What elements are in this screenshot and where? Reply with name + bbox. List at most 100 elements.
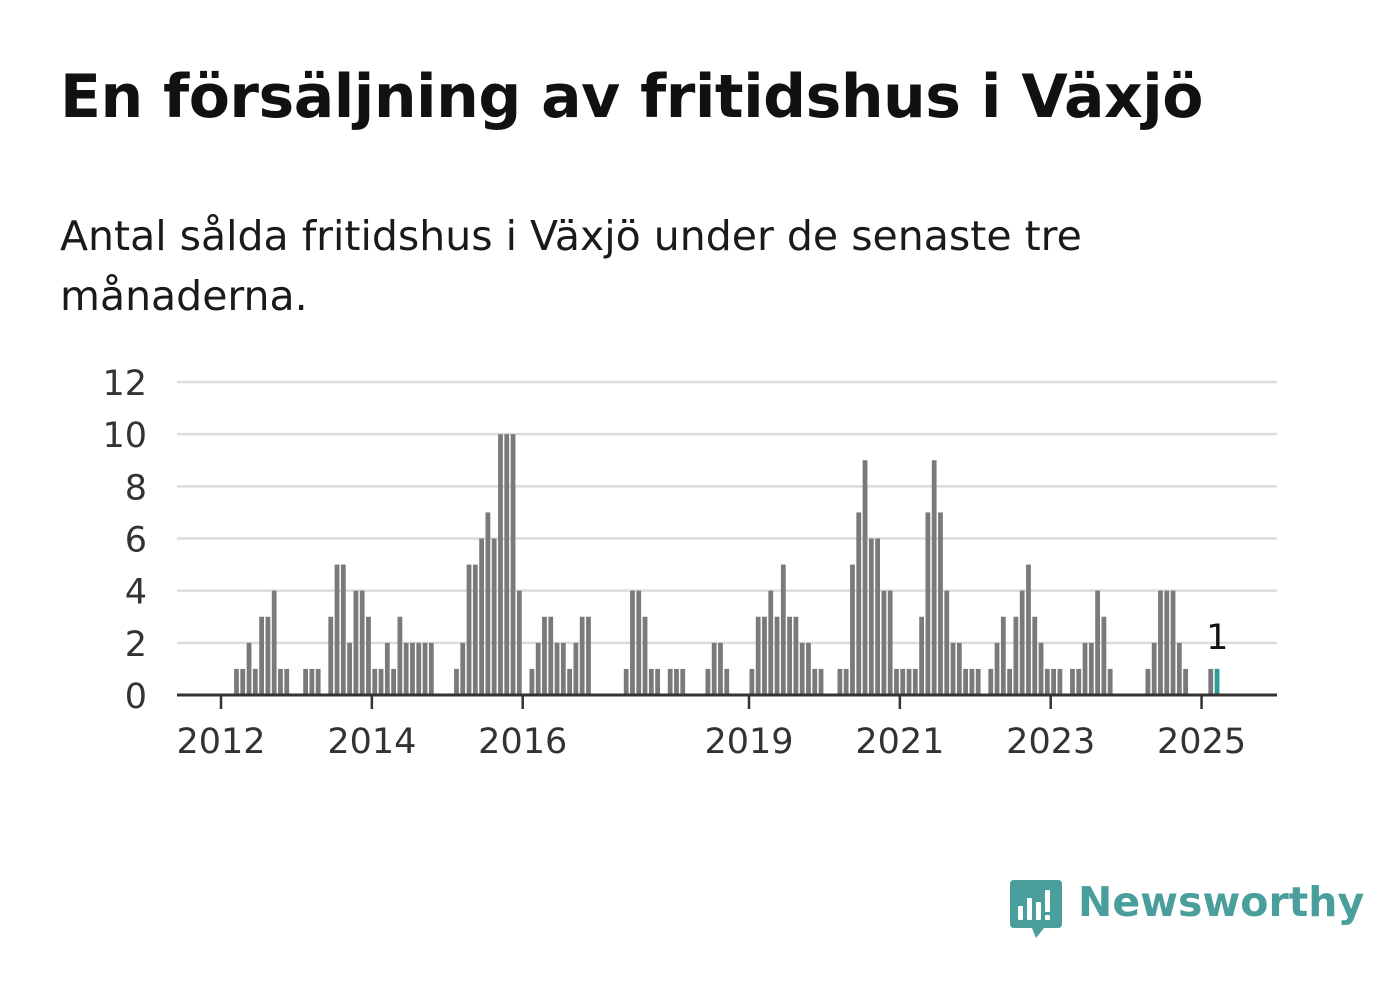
bar bbox=[265, 616, 271, 695]
bar bbox=[931, 460, 937, 695]
bar bbox=[630, 590, 635, 695]
bar bbox=[579, 616, 585, 695]
bar bbox=[1107, 668, 1113, 695]
bar bbox=[1013, 616, 1019, 695]
y-tick-label: 12 bbox=[102, 364, 147, 404]
bar bbox=[755, 616, 761, 695]
bar bbox=[1000, 616, 1006, 695]
bar bbox=[567, 668, 572, 695]
x-tick-label: 2019 bbox=[704, 722, 793, 762]
bar bbox=[466, 564, 472, 695]
y-tick-label: 10 bbox=[102, 416, 147, 456]
bar bbox=[1095, 590, 1100, 695]
bar bbox=[749, 668, 755, 695]
bar bbox=[1176, 642, 1182, 695]
bar bbox=[1051, 668, 1056, 695]
bar bbox=[416, 642, 422, 695]
bar bbox=[768, 590, 774, 695]
bar bbox=[969, 668, 975, 695]
bar bbox=[837, 668, 843, 695]
bar bbox=[850, 564, 855, 695]
bar bbox=[1026, 564, 1031, 695]
bar bbox=[793, 616, 799, 695]
bar bbox=[510, 434, 516, 695]
bar bbox=[774, 616, 780, 695]
bar bbox=[944, 590, 950, 695]
bar bbox=[975, 668, 981, 695]
bar bbox=[881, 590, 887, 695]
bar bbox=[366, 616, 371, 695]
bars bbox=[234, 434, 1220, 695]
bar bbox=[284, 668, 290, 695]
bar bbox=[919, 616, 924, 695]
bar bbox=[372, 668, 378, 695]
bar bbox=[900, 668, 906, 695]
annotations: 1 bbox=[1206, 618, 1228, 658]
bar bbox=[799, 642, 805, 695]
bar bbox=[1088, 642, 1094, 695]
newsworthy-logo-icon bbox=[1010, 880, 1062, 938]
bar bbox=[259, 616, 264, 695]
bar bbox=[309, 668, 315, 695]
bar bbox=[1170, 590, 1176, 695]
bar bbox=[1032, 616, 1038, 695]
bar bbox=[925, 512, 931, 695]
bar bbox=[1076, 668, 1082, 695]
bar bbox=[963, 668, 968, 695]
bar bbox=[328, 616, 334, 695]
bar bbox=[548, 616, 554, 695]
bar bbox=[674, 668, 679, 695]
bar bbox=[460, 642, 466, 695]
y-tick-label: 6 bbox=[125, 521, 147, 561]
bar bbox=[529, 668, 535, 695]
bar bbox=[1038, 642, 1044, 695]
bar bbox=[711, 642, 717, 695]
bar bbox=[535, 642, 541, 695]
bar bbox=[1019, 590, 1025, 695]
bar bbox=[1208, 668, 1214, 695]
bar bbox=[586, 616, 591, 695]
bar bbox=[787, 616, 792, 695]
bar bbox=[843, 668, 849, 695]
bar bbox=[278, 668, 283, 695]
bar bbox=[573, 642, 579, 695]
bar bbox=[560, 642, 566, 695]
bar bbox=[303, 668, 308, 695]
bar bbox=[252, 668, 258, 695]
x-tick-label: 2014 bbox=[327, 722, 416, 762]
y-tick-label: 8 bbox=[125, 468, 147, 508]
bar bbox=[454, 668, 459, 695]
bar bbox=[403, 642, 409, 695]
x-axis: 2012 2014 2016 2019 2021 2023 2025 bbox=[176, 693, 1277, 762]
bar bbox=[705, 668, 711, 695]
bar bbox=[875, 538, 880, 695]
bar bbox=[479, 538, 484, 695]
bar bbox=[642, 616, 648, 695]
y-axis: 0 2 4 6 8 10 12 bbox=[102, 364, 147, 717]
bar bbox=[315, 668, 321, 695]
bar bbox=[391, 668, 396, 695]
bar bbox=[812, 668, 818, 695]
x-tick-label: 2016 bbox=[478, 722, 567, 762]
bar bbox=[806, 642, 811, 695]
bar bbox=[498, 434, 503, 695]
bar bbox=[1164, 590, 1170, 695]
bar bbox=[856, 512, 862, 695]
bar bbox=[1158, 590, 1163, 695]
bar-highlighted bbox=[1214, 668, 1220, 695]
bar bbox=[504, 434, 510, 695]
y-tick-label: 0 bbox=[125, 677, 147, 717]
bar bbox=[240, 668, 246, 695]
bar bbox=[271, 590, 277, 695]
bar bbox=[384, 642, 390, 695]
x-tick-label: 2025 bbox=[1157, 722, 1246, 762]
bar bbox=[234, 668, 239, 695]
bar bbox=[912, 668, 918, 695]
bar bbox=[1007, 668, 1012, 695]
bar bbox=[347, 642, 352, 695]
y-tick-label: 4 bbox=[125, 573, 147, 613]
bar bbox=[950, 642, 956, 695]
bar bbox=[1145, 668, 1151, 695]
bar bbox=[516, 590, 522, 695]
